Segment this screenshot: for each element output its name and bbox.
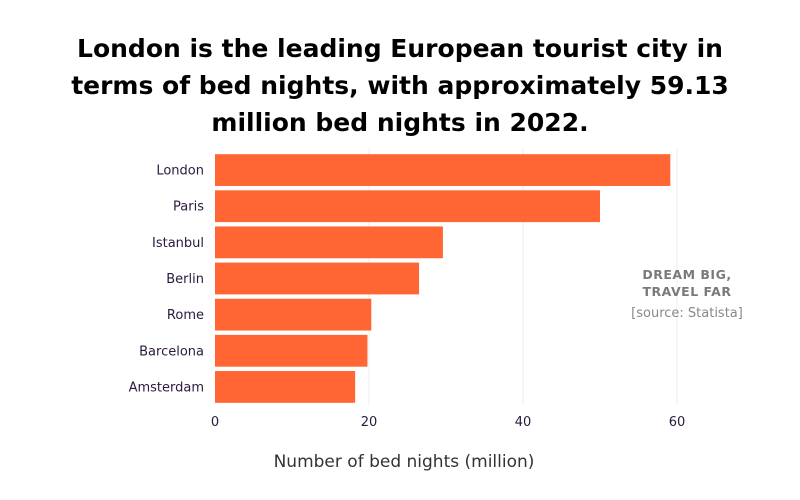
chart-title-line: terms of bed nights, with approximately … bbox=[71, 71, 729, 100]
source-note: [source: Statista] bbox=[631, 306, 743, 321]
x-tick-labels: 0 20 40 60 bbox=[211, 415, 685, 430]
x-tick-label: 60 bbox=[669, 415, 686, 430]
bar-barcelona bbox=[215, 334, 368, 367]
category-label-istanbul: Istanbul bbox=[152, 236, 204, 251]
bar-istanbul bbox=[215, 226, 443, 259]
x-tick-label: 40 bbox=[515, 415, 532, 430]
bar-berlin bbox=[215, 262, 420, 295]
category-label-rome: Rome bbox=[167, 308, 204, 323]
category-label-barcelona: Barcelona bbox=[139, 344, 204, 359]
category-label-paris: Paris bbox=[173, 200, 204, 215]
chart-title: London is the leading European tourist c… bbox=[60, 30, 740, 141]
chart-title-line: million bed nights in 2022. bbox=[211, 108, 589, 137]
bar-rome bbox=[215, 298, 372, 331]
category-label-berlin: Berlin bbox=[166, 272, 204, 287]
bar-london bbox=[215, 154, 671, 186]
category-labels: London Paris Istanbul Berlin Rome Barcelona Am… bbox=[129, 164, 205, 396]
bar-amsterdam bbox=[215, 371, 356, 403]
chart-title-line: London is the leading European tourist c… bbox=[77, 34, 723, 63]
bars bbox=[215, 154, 671, 403]
x-tick-label: 0 bbox=[211, 415, 219, 430]
x-tick-label: 20 bbox=[361, 415, 378, 430]
bar-paris bbox=[215, 190, 600, 223]
brand-line: DREAM BIG, bbox=[642, 267, 732, 282]
x-axis-label: Number of bed nights (million) bbox=[273, 452, 535, 472]
category-label-london: London bbox=[156, 164, 204, 179]
category-label-amsterdam: Amsterdam bbox=[129, 380, 204, 395]
brand-watermark: DREAM BIG, TRAVEL FAR bbox=[612, 266, 762, 300]
brand-line: TRAVEL FAR bbox=[642, 284, 732, 299]
